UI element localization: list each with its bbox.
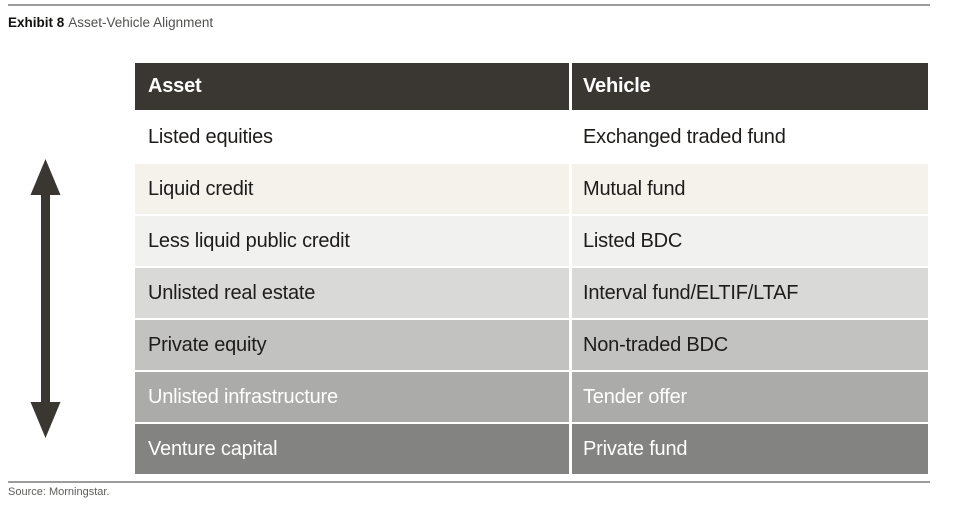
source-note: Source: Morningstar. [8, 486, 110, 498]
asset-cell: Unlisted real estate [148, 281, 316, 304]
column-divider [569, 63, 572, 474]
column-header-asset: Asset [148, 75, 202, 97]
table-row: Unlisted infrastructure Tender offer [135, 370, 928, 422]
asset-cell: Listed equities [148, 125, 273, 148]
table-row: Unlisted real estate Interval fund/ELTIF… [135, 266, 928, 318]
liquidity-spectrum-arrow [30, 159, 61, 438]
table-row: Liquid credit Mutual fund [135, 162, 928, 214]
table-row: Listed equities Exchanged traded fund [135, 110, 928, 162]
table-row: Private equity Non-traded BDC [135, 318, 928, 370]
asset-cell: Less liquid public credit [148, 229, 350, 252]
asset-vehicle-table: Asset Vehicle Listed equities Exchanged … [135, 63, 928, 474]
vehicle-cell: Interval fund/ELTIF/LTAF [583, 281, 799, 304]
asset-cell: Unlisted infrastructure [148, 385, 338, 408]
bottom-rule [8, 481, 930, 483]
asset-cell: Private equity [148, 333, 267, 356]
table-row: Less liquid public credit Listed BDC [135, 214, 928, 266]
vehicle-cell: Non-traded BDC [583, 333, 729, 356]
double-arrow-icon [30, 159, 61, 438]
exhibit-name: Asset-Vehicle Alignment [68, 15, 214, 30]
vehicle-cell: Mutual fund [583, 177, 686, 200]
table-row: Venture capital Private fund [135, 422, 928, 474]
asset-cell: Liquid credit [148, 177, 254, 200]
vehicle-cell: Exchanged traded fund [583, 125, 786, 148]
table-header-row: Asset Vehicle [135, 63, 928, 110]
asset-cell: Venture capital [148, 437, 278, 460]
top-rule [8, 4, 930, 6]
vehicle-cell: Private fund [583, 437, 688, 460]
vehicle-cell: Tender offer [583, 385, 687, 408]
exhibit-number: Exhibit 8 [8, 15, 65, 30]
column-header-vehicle: Vehicle [583, 75, 651, 97]
exhibit-title: Exhibit 8 Asset-Vehicle Alignment [8, 14, 213, 32]
vehicle-cell: Listed BDC [583, 229, 683, 252]
